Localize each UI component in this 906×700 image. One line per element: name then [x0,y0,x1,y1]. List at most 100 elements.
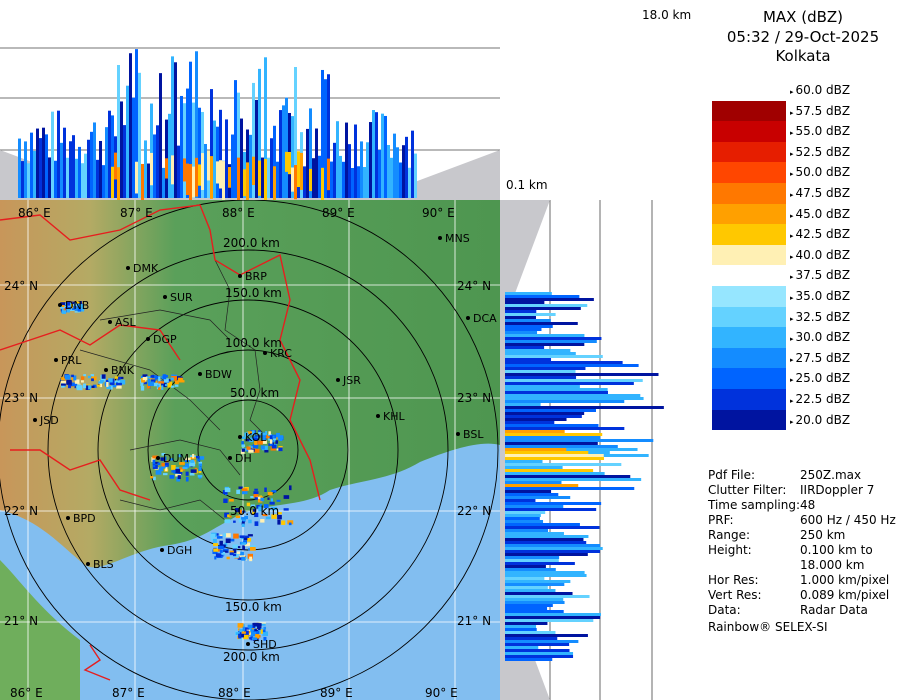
echo-column [48,157,51,198]
echo-pixel [226,556,230,560]
echo-pixel [106,385,111,390]
level-tick-icon: ▸ [790,252,794,261]
echo-pixel [164,375,168,378]
echo-pixel [287,520,294,525]
echo-pixel [244,535,250,539]
echo-pixel [161,452,166,456]
echo-pixel [253,438,259,441]
echo-pixel [246,537,252,542]
color-scale [712,80,786,432]
level-tick-icon: ▸ [790,149,794,158]
echo-pixel [164,384,168,387]
echo-pixel [210,533,216,538]
echo-pixel [88,385,92,390]
echo-pixel [270,498,273,502]
echo-column [102,165,105,198]
min-height-label: 0.1 km [506,178,548,192]
echo-row [505,658,553,661]
level-tick-icon: ▸ [790,88,794,96]
echo-pixel [71,305,77,310]
echo-column-core [264,158,267,201]
echo-column [240,118,243,198]
echo-row [505,307,581,310]
color-swatch [712,409,786,431]
echo-column [120,101,123,198]
echo-column [111,115,114,198]
lat-label-left: 22° N [4,504,38,518]
city-label: DGP [153,333,177,346]
echo-column-core [198,164,201,186]
echo-pixel [119,379,126,385]
lat-label-right: 21° N [457,614,491,628]
echo-row [505,388,608,391]
color-swatch [712,80,786,101]
echo-column-core [207,150,210,181]
echo-pixel [249,637,252,640]
echo-pixel [253,448,260,453]
echo-row [505,514,541,517]
echo-pixel [212,538,217,543]
echo-column [261,157,264,198]
echo-row [505,601,565,604]
echo-pixel [271,514,277,519]
echo-row [505,613,602,616]
echo-column-core [237,157,240,202]
echo-pixel [152,459,156,465]
echo-column [276,161,279,198]
city-label: KHL [383,410,405,423]
echo-row-core [505,454,604,457]
city-label: DMK [133,262,159,275]
echo-pixel [162,374,167,380]
echo-pixel [175,468,181,474]
color-swatch [712,389,786,410]
echo-column [186,88,189,198]
info-key: Time sampling: [708,498,801,512]
echo-row [505,346,545,349]
echo-pixel [241,448,245,452]
echo-row [505,496,571,499]
echo-row [505,574,587,577]
echo-pixel [247,624,253,629]
city-dot [438,236,442,240]
echo-column [387,144,390,198]
echo-pixel [272,440,275,443]
echo-pixel [235,515,240,519]
echo-pixel [71,374,74,378]
echo-pixel [267,492,273,496]
echo-pixel [236,546,241,549]
echo-pixel [229,552,234,556]
echo-pixel [236,489,241,494]
echo-pixel [241,517,247,520]
echo-row [505,355,603,358]
scan-datetime: 05:32 / 29-Oct-2025 [726,28,880,46]
echo-row-core [505,469,594,472]
echo-pixel [147,381,154,386]
echo-pixel [158,376,161,381]
echo-column [213,120,216,198]
echo-pixel [218,545,224,550]
echo-pixel [253,494,259,498]
echo-pixel [225,538,231,544]
info-value: IIRDoppler 7 [800,483,875,497]
echo-pixel [243,540,248,544]
color-swatch [712,121,786,142]
echo-pixel [171,464,176,470]
info-value: 0.100 km to [800,543,873,557]
echo-column [36,128,39,198]
info-key: Clutter Filter: [708,483,787,497]
color-level-label: ▸ 30.0 dBZ [790,330,851,345]
echo-pixel [260,445,265,450]
echo-row [505,406,664,409]
echo-pixel [71,377,74,381]
info-value: Radar Data [800,603,868,617]
echo-pixel [257,497,263,503]
echo-pixel [114,380,120,384]
color-level-label: ▸ 47.5 dBZ [790,186,851,200]
echo-pixel [164,460,169,463]
echo-pixel [268,438,272,441]
echo-row [505,370,576,373]
info-key: Hor Res: [708,573,759,587]
echo-pixel [241,436,246,439]
echo-row [505,505,564,508]
city-label: BLS [93,558,114,571]
